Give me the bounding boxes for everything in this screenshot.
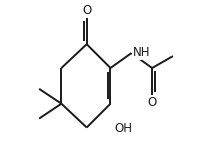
Text: O: O (148, 96, 157, 108)
Text: O: O (82, 4, 91, 17)
Text: NH: NH (133, 46, 150, 59)
Text: OH: OH (114, 122, 132, 135)
